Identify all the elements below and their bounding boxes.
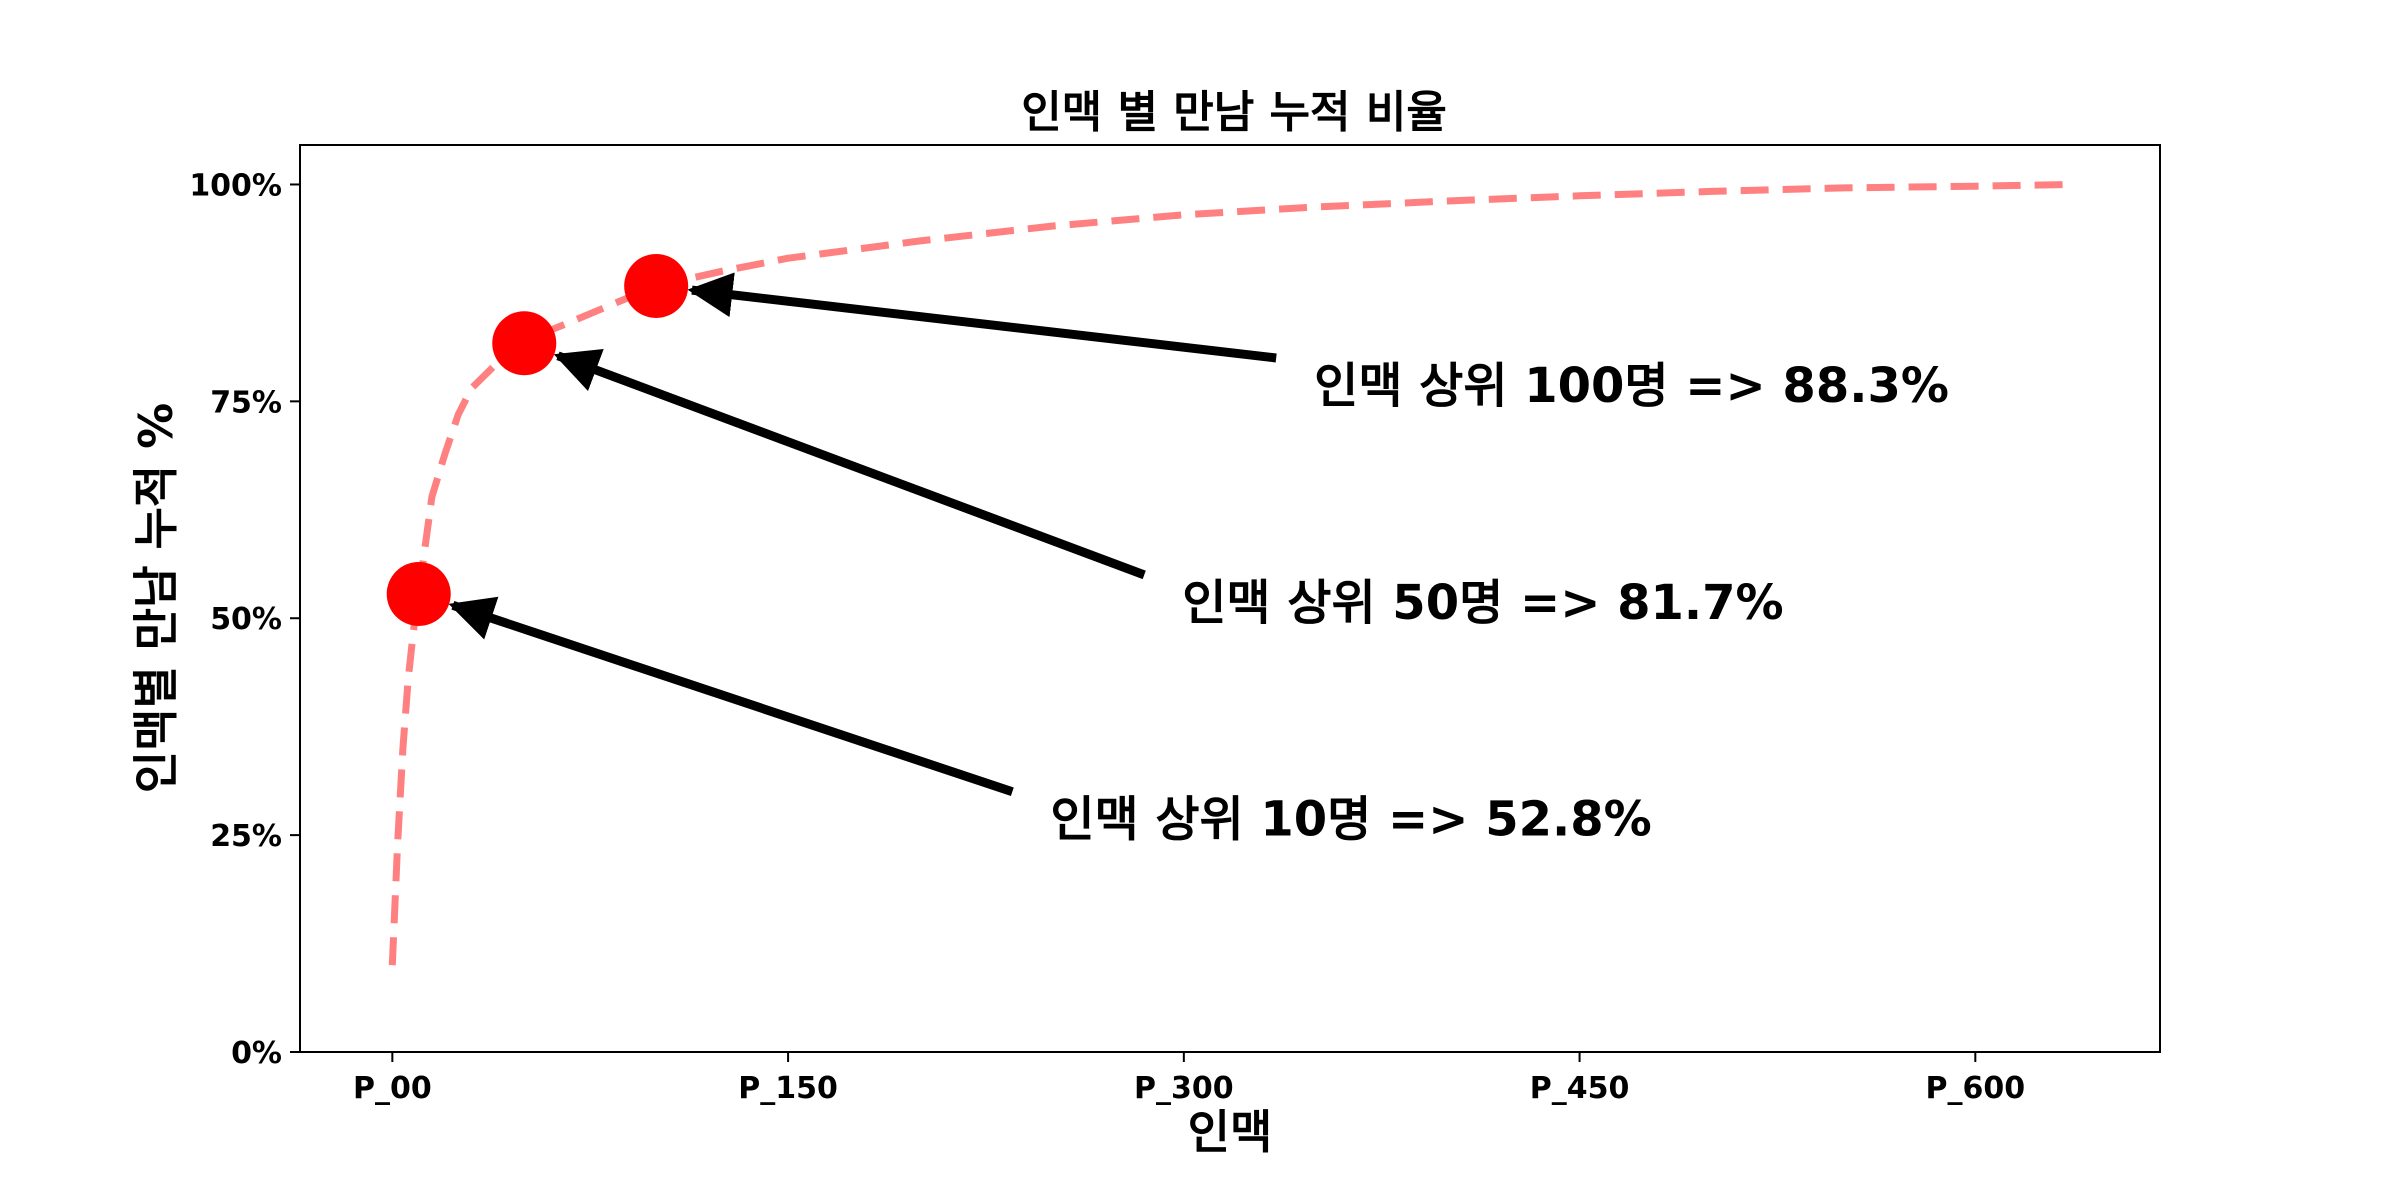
annotation-label: 인맥 상위 10명 => 52.8% (1050, 792, 1651, 848)
x-tick-label: P_300 (1134, 1071, 1234, 1106)
annotation-label: 인맥 상위 100명 => 88.3% (1314, 358, 1949, 414)
annotation-arrow (448, 596, 1014, 797)
highlight-point (492, 311, 557, 376)
annotation-arrows (448, 272, 1277, 797)
annotation-arrow (553, 348, 1146, 580)
y-tick-label: 25% (210, 819, 282, 854)
y-tick-label: 100% (189, 168, 282, 203)
y-tick-label: 50% (210, 602, 282, 637)
y-axis-label: 인맥별 만남 누적 % (129, 403, 183, 793)
highlight-points (386, 253, 689, 626)
x-tick-label: P_150 (738, 1071, 838, 1106)
highlight-point (386, 561, 451, 626)
highlight-point (624, 253, 689, 318)
x-tick-label: P_00 (353, 1071, 432, 1106)
chart-title: 인맥 별 만남 누적 비율 (1021, 87, 1447, 138)
y-ticks: 0% 25% 50% 75% 100% (189, 168, 300, 1071)
x-axis-label: 인맥 (1188, 1105, 1273, 1159)
x-ticks: P_00 P_150 P_300 P_450 P_600 (353, 1052, 2025, 1106)
annotation-label: 인맥 상위 50명 => 81.7% (1182, 575, 1783, 631)
annotation-labels: 인맥 상위 10명 => 52.8% 인맥 상위 50명 => 81.7% 인맥 상… (1050, 358, 1949, 848)
annotation-arrow (687, 272, 1277, 363)
x-tick-label: P_600 (1926, 1071, 2026, 1106)
x-tick-label: P_450 (1530, 1071, 1630, 1106)
y-tick-label: 0% (231, 1036, 282, 1071)
y-tick-label: 75% (210, 385, 282, 420)
plot-area (299, 144, 2161, 1053)
